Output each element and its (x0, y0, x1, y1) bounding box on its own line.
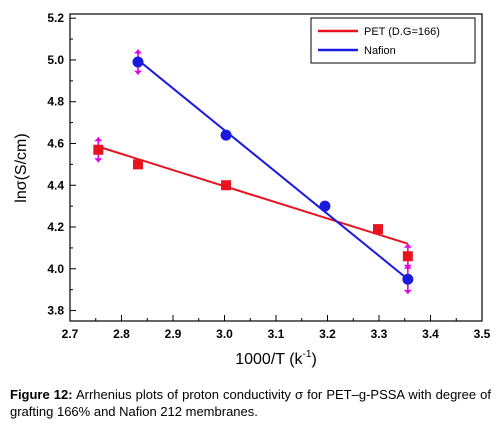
figure-caption: Figure 12: Arrhenius plots of proton con… (10, 386, 491, 420)
error-bar-cap-bottom (403, 289, 412, 294)
y-tick-label: 4.2 (47, 220, 64, 234)
chart: 2.7 2.8 2.9 3.0 3.1 3.2 3.3 3.4 3.5 3.8 4.0 4.2 4.4 4… (13, 11, 491, 368)
x-tick-label: 3.4 (422, 327, 439, 341)
fit-line-series-0 (98, 145, 409, 245)
error-bar-cap-bottom (133, 70, 142, 75)
data-point-pet (132, 159, 143, 170)
x-tick-label: 3.5 (474, 327, 491, 341)
arrhenius-plot: 2.7 2.8 2.9 3.0 3.1 3.2 3.3 3.4 3.5 3.8 4.0 4.2 4.4 4… (13, 11, 491, 368)
error-bar-cap-top (403, 243, 412, 248)
x-tick-label: 3.2 (319, 327, 336, 341)
data-point-pet (93, 144, 104, 155)
error-bar-cap-top (133, 49, 142, 54)
y-tick-label: 3.8 (47, 304, 64, 318)
legend-label-nafion: Nafion (364, 45, 396, 57)
x-tick-label: 3.3 (371, 327, 388, 341)
legend-box (310, 17, 476, 64)
data-point-pet (221, 180, 232, 191)
x-tick-label: 2.9 (165, 327, 182, 341)
x-tick-label: 2.7 (62, 327, 79, 341)
data-point-pet (402, 251, 413, 262)
error-bar-cap-top (403, 264, 412, 269)
data-point-nafion (132, 56, 144, 68)
legend: PET (D.G=166) Nafion (310, 17, 476, 64)
data-point-nafion (220, 129, 232, 141)
data-point-pet (372, 224, 383, 235)
x-tick-label: 2.8 (113, 327, 130, 341)
y-tick-label: 4.8 (47, 95, 64, 109)
y-tick-label: 5.2 (47, 11, 64, 25)
data-point-nafion (319, 200, 331, 212)
x-tick-label: 3.0 (216, 327, 233, 341)
x-tick-label: 3.1 (268, 327, 285, 341)
y-tick-label: 5.0 (47, 53, 64, 67)
y-tick-label: 4.0 (47, 262, 64, 276)
caption-label: Figure 12: (10, 387, 73, 402)
y-tick-label: 4.6 (47, 136, 64, 150)
caption-text: Arrhenius plots of proton conductivity σ… (10, 387, 492, 419)
y-tick-label: 4.4 (47, 178, 64, 192)
error-bar-cap-bottom (94, 158, 103, 163)
error-bar-cap-top (94, 137, 103, 142)
x-axis-title: 1000/T (k-1) (235, 349, 317, 368)
y-axis-title: lnσ(S/cm) (13, 133, 30, 202)
data-point-nafion (402, 273, 414, 285)
legend-label-pet: PET (D.G=166) (364, 26, 440, 38)
fit-line-series-1 (137, 59, 409, 281)
